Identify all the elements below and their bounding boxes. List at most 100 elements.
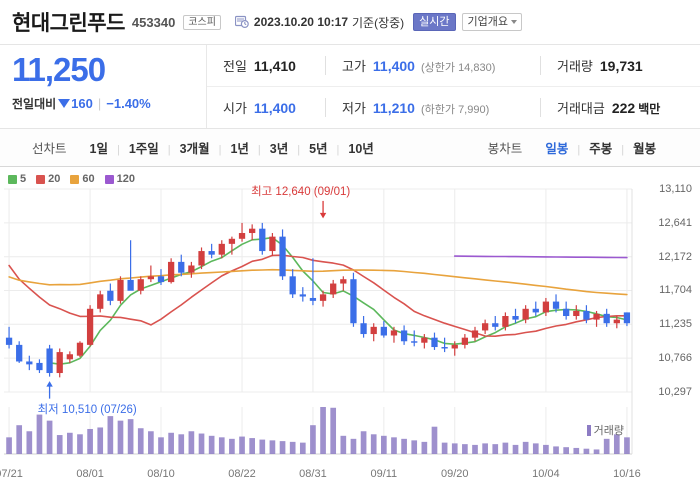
x-axis-tick: 08/01: [76, 468, 104, 480]
cell-value: 222: [611, 100, 636, 116]
price-change-value: 160: [71, 95, 93, 111]
chart-tabbar: 선차트 1일 | 1주일 | 3개월 | 1년 | 3년 | 5년 | 10년 봉차트 일봉 | 주봉 | 월봉: [0, 129, 700, 167]
ma-legend-item-20: 20: [36, 173, 60, 185]
cell-value: 11,400: [372, 58, 415, 74]
x-axis-tick: 09/11: [370, 468, 398, 480]
tab-period-6[interactable]: 10년: [348, 141, 374, 156]
table-row: 전일 11,410 고가 11,400 (상한가 14,830) 거래량 19,…: [207, 45, 700, 87]
x-axis-tick: 08/22: [228, 468, 256, 480]
stock-code: 453340: [131, 14, 176, 30]
cell-sub-lower-limit: (하한가 7,990): [420, 104, 490, 116]
triangle-down-icon: [58, 98, 71, 108]
ma-color-swatch: [104, 174, 114, 184]
x-axis-tick: 07/21: [0, 468, 23, 480]
x-axis-tick: 10/16: [613, 468, 641, 480]
price-change-label: 전일대비: [12, 96, 57, 111]
stock-chart[interactable]: 5 20 60 120 13,110 12,641 12,172 11,704 11,235 1…: [0, 167, 700, 490]
quote-cell-trade-value: 거래대금 222 백만: [540, 98, 700, 117]
quote-timestamp: 2023.10.20 10:17: [253, 15, 349, 29]
ma-color-swatch: [8, 174, 17, 184]
cell-value: 19,731: [599, 58, 643, 74]
tab-divider: |: [336, 143, 340, 156]
volume-legend: 거래량: [586, 422, 624, 438]
current-price: 11,250: [12, 51, 106, 88]
realtime-badge[interactable]: 실시간: [413, 13, 456, 31]
period-tabs: 1일 | 1주일 | 3개월 | 1년 | 3년 | 5년 | 10년: [81, 138, 383, 158]
y-axis-labels: 13,110 12,641 12,172 11,704 11,235 10,766 10,2…: [632, 167, 700, 490]
ma-color-swatch: [70, 174, 80, 184]
y-axis-tick: 13,110: [659, 183, 692, 195]
ma-legend-item-60: 60: [70, 173, 95, 185]
x-axis-tick: 10/04: [532, 468, 560, 480]
table-row: 시가 11,400 저가 11,210 (하한가 7,990) 거래대금 222…: [207, 87, 700, 128]
y-axis-tick: 12,641: [658, 216, 692, 229]
tab-divider: |: [116, 143, 120, 156]
tab-period-0[interactable]: 1일: [89, 141, 108, 156]
chart-plot[interactable]: [0, 167, 700, 490]
cell-label: 시가: [223, 101, 247, 116]
cell-sub-upper-limit: (상한가 14,830): [420, 62, 496, 74]
x-axis-labels: 07/21 08/01 08/10 08/22 08/31 09/11 09/20 10/04…: [0, 468, 641, 486]
cell-label: 거래량: [557, 59, 593, 74]
line-chart-tabgroup: 선차트 1일 | 1주일 | 3개월 | 1년 | 3년 | 5년 | 10년: [0, 138, 383, 158]
y-axis-tick: 11,235: [659, 318, 692, 331]
volume-color-swatch: [586, 424, 591, 436]
tab-divider: |: [218, 143, 222, 156]
cell-value: 11,210: [372, 100, 415, 116]
ma-color-swatch: [36, 174, 46, 184]
tab-period-3[interactable]: 1년: [230, 141, 249, 156]
y-axis-tick: 10,766: [658, 352, 692, 365]
quote-cell-open: 시가 11,400: [207, 98, 325, 117]
line-chart-title: 선차트: [32, 142, 67, 156]
ma-legend-item-120: 120: [104, 173, 135, 185]
ma-legend-label: 120: [116, 173, 135, 185]
moving-average-legend: 5 20 60 120: [8, 173, 142, 185]
market-badge: 코스피: [183, 14, 221, 30]
low-annotation: 최저 10,510 (07/26): [37, 403, 137, 416]
cell-label: 고가: [342, 59, 366, 74]
cell-value: 11,400: [253, 100, 296, 116]
x-axis-tick: 08/10: [147, 468, 175, 480]
stock-name: 현대그린푸드: [12, 12, 125, 35]
cell-label: 저가: [342, 101, 366, 116]
tab-divider: |: [167, 143, 171, 156]
cell-label: 거래대금: [557, 101, 605, 116]
cell-unit: 백만: [638, 102, 661, 116]
cell-label: 전일: [223, 59, 247, 74]
tab-period-4[interactable]: 3년: [269, 141, 289, 156]
tab-period-2[interactable]: 3개월: [179, 141, 210, 156]
y-axis-tick: 10,297: [658, 386, 692, 398]
quote-cell-prev-close: 전일 11,410: [207, 56, 325, 75]
tab-period-5[interactable]: 5년: [309, 141, 328, 156]
quote-table: 전일 11,410 고가 11,400 (상한가 14,830) 거래량 19,…: [207, 45, 700, 128]
tab-divider: |: [621, 143, 625, 156]
quote-basis: 기준(장중): [352, 15, 405, 30]
tab-candle-0[interactable]: 일봉: [545, 141, 569, 156]
ma-legend-label: 20: [48, 173, 61, 185]
tab-divider: |: [577, 143, 581, 156]
tab-candle-2[interactable]: 월봉: [633, 141, 657, 156]
candle-period-tabs: 일봉 | 주봉 | 월봉: [536, 138, 665, 158]
candle-chart-tabgroup: 봉차트 일봉 | 주봉 | 월봉: [488, 138, 665, 158]
tab-period-1[interactable]: 1주일: [128, 141, 159, 156]
y-axis-tick: 11,704: [659, 284, 692, 297]
clock-icon: [234, 15, 249, 29]
tab-divider: |: [297, 143, 301, 156]
price-change-percent: −1.40%: [106, 95, 151, 111]
quote-cell-high: 고가 11,400 (상한가 14,830): [325, 56, 540, 75]
quote-summary: 11,250 전일대비 160 | −1.40% 전일 11,410 고가 11…: [0, 45, 700, 129]
cell-value: 11,410: [253, 58, 296, 74]
quote-cell-volume: 거래량 19,731: [540, 56, 700, 75]
tab-candle-1[interactable]: 주봉: [589, 141, 613, 156]
chevron-down-icon: [511, 20, 518, 25]
ma-legend-label: 60: [82, 173, 95, 185]
company-overview-label: 기업개요: [467, 16, 509, 29]
divider: |: [97, 95, 102, 111]
high-annotation: 최고 12,640 (09/01): [251, 185, 351, 198]
page-header: 현대그린푸드 453340 코스피 2023.10.20 10:17 기준(장중…: [0, 0, 700, 45]
price-change-row: 전일대비 160 | −1.40%: [12, 95, 206, 112]
company-overview-button[interactable]: 기업개요: [461, 13, 523, 31]
current-price-block: 11,250 전일대비 160 | −1.40%: [0, 45, 207, 128]
candle-chart-title: 봉차트: [487, 142, 523, 156]
x-axis-tick: 09/20: [440, 468, 469, 480]
